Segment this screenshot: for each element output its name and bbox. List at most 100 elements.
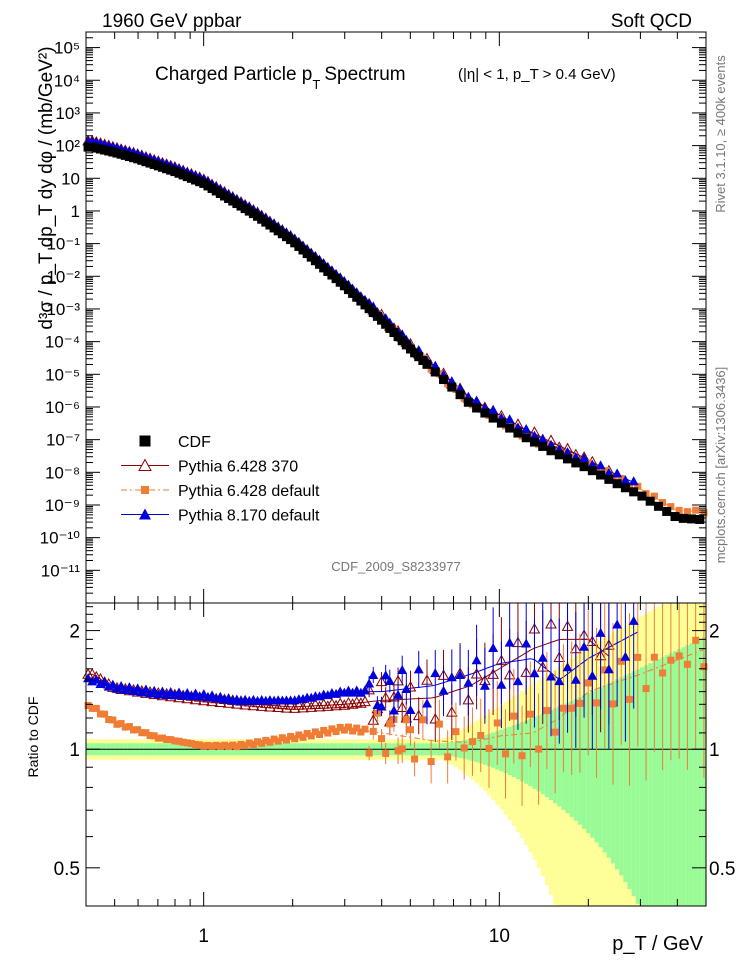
- series-marker-ratio: [471, 655, 482, 665]
- series-marker-ratio: [284, 699, 297, 710]
- series-marker-ratio: [394, 747, 402, 755]
- series-marker-main: [488, 404, 499, 414]
- ref-band-stat: [582, 695, 587, 829]
- ref-band-stat: [491, 732, 496, 768]
- series-marker-ratio: [430, 668, 441, 678]
- series-marker-ratio: [303, 729, 311, 737]
- series-marker-ratio: [194, 691, 205, 701]
- series-marker-ratio: [233, 743, 241, 751]
- series-marker-ratio: [493, 719, 501, 727]
- series-marker-ratio: [192, 741, 200, 749]
- series-marker-ratio: [477, 731, 485, 739]
- legend-label: Pythia 6.428 default: [178, 483, 320, 500]
- series-marker-ratio: [510, 712, 518, 720]
- series-marker-ratio: [551, 728, 559, 736]
- series-marker-ratio: [293, 699, 305, 710]
- ratio-panel-frame: [85, 602, 707, 907]
- series-marker-ratio: [360, 685, 370, 695]
- category-label: Soft QCD: [611, 11, 692, 32]
- series-marker-ratio: [353, 724, 361, 732]
- series-marker-ratio: [382, 749, 390, 757]
- series-marker-ratio: [92, 704, 100, 712]
- series-marker-ratio: [200, 742, 208, 750]
- ref-band-stat: [619, 677, 624, 876]
- series-marker-ratio: [138, 729, 146, 737]
- ratio-tick-label-right: 2: [709, 622, 720, 643]
- series-marker-ratio: [258, 739, 266, 747]
- series-marker-ratio: [305, 701, 318, 712]
- series-marker-ratio: [609, 700, 617, 708]
- series-marker-ratio: [149, 685, 160, 695]
- series-line-main: [88, 140, 639, 485]
- series-marker-ratio: [427, 758, 435, 766]
- y-tick-label: 10⁻¹⁰: [40, 529, 81, 548]
- series-marker-ratio: [134, 726, 142, 734]
- series-marker-ratio: [332, 728, 340, 736]
- series-marker-ratio: [338, 699, 351, 710]
- series-marker-ratio: [344, 723, 352, 731]
- ref-band-stat: [656, 659, 662, 906]
- cdf-data-point: [488, 413, 498, 423]
- cdf-data-point: [629, 487, 639, 497]
- series-marker-ratio: [105, 715, 113, 723]
- series-marker-ratio: [132, 683, 143, 693]
- series-marker-ratio: [288, 702, 301, 713]
- legend-marker: [138, 458, 152, 471]
- series-marker-ratio: [683, 660, 691, 668]
- ref-band-stat: [507, 726, 513, 776]
- cdf-data-point: [529, 437, 539, 447]
- series-marker-ratio: [576, 699, 584, 707]
- series-marker-ratio: [183, 739, 191, 747]
- series-marker-ratio: [617, 657, 625, 665]
- series-marker-ratio: [91, 674, 102, 684]
- ref-band-stat: [652, 661, 657, 906]
- cdf-data-point: [620, 483, 630, 493]
- cdf-data-point: [687, 514, 697, 524]
- series-marker-ratio: [502, 750, 510, 758]
- series-marker-ratio: [125, 723, 133, 731]
- series-marker-main: [667, 503, 675, 511]
- series-marker-ratio: [393, 689, 404, 699]
- series-marker-ratio: [667, 656, 675, 664]
- series-marker-ratio: [438, 685, 449, 695]
- series-marker-ratio: [562, 662, 573, 672]
- series-marker-ratio: [587, 670, 598, 680]
- series-marker-ratio: [280, 702, 293, 713]
- series-marker-ratio: [460, 744, 468, 752]
- series-marker-ratio: [404, 680, 417, 692]
- ref-band-stat: [590, 691, 595, 838]
- ratio-tick-label-right: 0.5: [709, 859, 735, 880]
- cdf-data-point: [538, 441, 548, 451]
- ref-band-stat: [697, 639, 703, 906]
- series-marker-ratio: [225, 743, 233, 751]
- series-marker-ratio: [186, 691, 197, 701]
- series-marker-ratio: [402, 716, 410, 724]
- series-marker-ratio: [187, 740, 195, 748]
- series-marker-ratio: [659, 669, 667, 677]
- ref-band-stat: [532, 717, 538, 789]
- series-marker-main: [628, 476, 639, 486]
- ref-band-stat: [660, 657, 666, 906]
- legend-label: Pythia 8.170 default: [178, 508, 320, 525]
- series-marker-ratio: [650, 653, 658, 661]
- series-marker-ratio: [208, 742, 216, 750]
- ref-band-stat: [681, 647, 686, 906]
- series-marker-main: [612, 468, 623, 478]
- ref-band-stat: [689, 643, 695, 906]
- series-marker-ratio: [316, 730, 324, 738]
- series-marker-ratio: [584, 679, 592, 687]
- series-marker-ratio: [124, 682, 135, 692]
- series-marker-main: [692, 506, 700, 514]
- series-marker-ratio: [429, 712, 442, 724]
- series-marker-ratio: [401, 684, 412, 694]
- series-marker-ratio: [537, 652, 548, 662]
- series-marker-ratio: [212, 741, 220, 749]
- cdf-data-point: [645, 496, 655, 506]
- cdf-data-point: [430, 367, 440, 377]
- series-marker-ratio: [320, 726, 328, 734]
- y-tick-label: 10⁴: [54, 71, 80, 90]
- series-marker-ratio: [297, 701, 309, 713]
- series-marker-ratio: [485, 744, 493, 752]
- series-marker-ratio: [592, 699, 600, 707]
